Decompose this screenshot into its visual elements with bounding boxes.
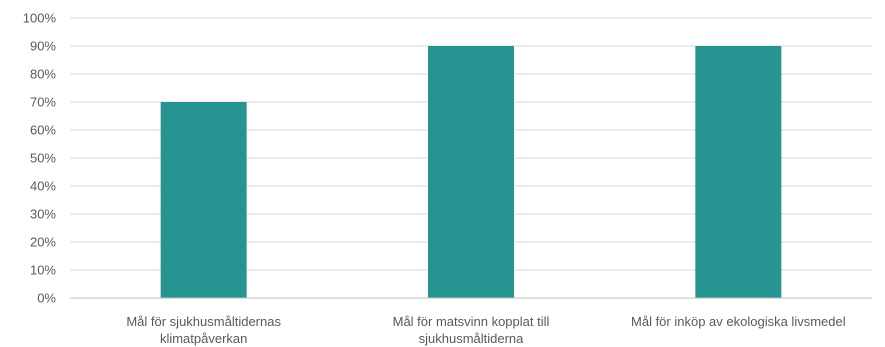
bar — [695, 46, 782, 298]
y-tick-label: 50% — [30, 151, 56, 166]
y-tick-label: 10% — [30, 263, 56, 278]
y-tick-label: 100% — [23, 11, 57, 26]
x-category-label: Mål för matsvinn kopplat till sjukhusmålt… — [393, 314, 550, 346]
x-category-label: Mål för sjukhusmåltidernas klimatpåverkan — [126, 314, 281, 346]
y-tick-label: 20% — [30, 235, 56, 250]
y-tick-label: 70% — [30, 95, 56, 110]
y-tick-label: 0% — [37, 291, 56, 306]
bars — [160, 46, 782, 298]
bar — [160, 102, 247, 298]
y-tick-label: 30% — [30, 207, 56, 222]
y-tick-label: 60% — [30, 123, 56, 138]
y-tick-label: 40% — [30, 179, 56, 194]
y-tick-label: 90% — [30, 39, 56, 54]
y-tick-label: 80% — [30, 67, 56, 82]
x-axis-labels: Mål för sjukhusmåltidernas klimatpåverkan… — [126, 314, 845, 346]
bar — [428, 46, 514, 298]
x-category-label: Mål för inköp av ekologiska livsmedel — [631, 314, 846, 329]
y-axis-ticks: 0% 10% 20% 30% 40% 50% 60% 70% 80% 90% 100% — [23, 11, 57, 306]
